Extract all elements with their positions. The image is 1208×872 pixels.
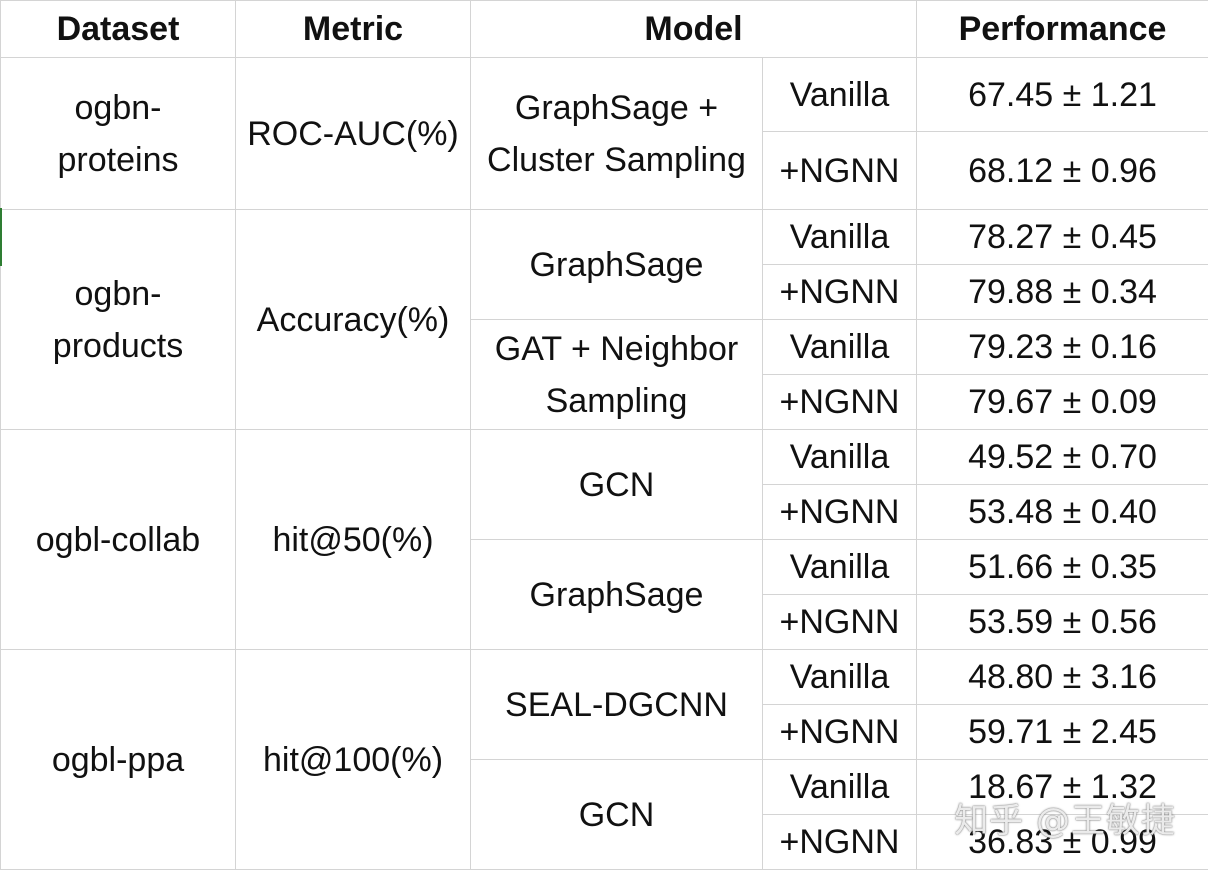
metric-cell: hit@100(%) xyxy=(235,649,471,870)
header-performance: Performance xyxy=(916,0,1208,58)
perf-vanilla: 51.66 ± 0.35 xyxy=(916,539,1208,595)
header-metric: Metric xyxy=(235,0,471,58)
table-row: +NGNN 68.12 ± 0.96 xyxy=(1,131,1208,210)
perf-vanilla: 78.27 ± 0.45 xyxy=(916,209,1208,265)
watermark: 知乎 @王敏捷 xyxy=(954,801,1176,841)
metric-cell: ROC-AUC(%) xyxy=(235,57,471,210)
variant-vanilla: Vanilla xyxy=(762,649,917,705)
table-row: ogbl-collab hit@50(%) GCN Vanilla 49.52 … xyxy=(0,429,1208,650)
dataset-cell: ogbn-proteins xyxy=(0,57,236,210)
table-row: GCN Vanilla 18.67 ± 1.32 xyxy=(1,759,1208,870)
variant-vanilla: Vanilla xyxy=(762,319,917,375)
table-row: GraphSage Vanilla 51.66 ± 0.35 xyxy=(1,539,1208,650)
variant-ngnn: +NGNN xyxy=(762,484,917,540)
table-row: +NGNN 53.59 ± 0.56 xyxy=(1,594,1208,650)
table-row: GAT + Neighbor Sampling Vanilla 79.23 ± … xyxy=(1,319,1208,430)
table-row: +NGNN 79.67 ± 0.09 xyxy=(1,374,1208,430)
cell-cursor-marker xyxy=(0,208,2,266)
model-cell: GraphSage xyxy=(470,539,763,650)
model-cell: SEAL-DGCNN xyxy=(470,649,763,760)
perf-ngnn: 79.88 ± 0.34 xyxy=(916,264,1208,320)
perf-vanilla: 48.80 ± 3.16 xyxy=(916,649,1208,705)
perf-ngnn: 59.71 ± 2.45 xyxy=(916,704,1208,760)
metric-cell: hit@50(%) xyxy=(235,429,471,650)
perf-ngnn: 68.12 ± 0.96 xyxy=(916,131,1208,210)
variant-ngnn: +NGNN xyxy=(762,704,917,760)
variant-ngnn: +NGNN xyxy=(762,131,917,210)
metric-cell: Accuracy(%) xyxy=(235,209,471,430)
table-row: +NGNN 36.83 ± 0.99 xyxy=(1,814,1208,870)
variant-ngnn: +NGNN xyxy=(762,594,917,650)
dataset-cell: ogbl-ppa xyxy=(0,649,236,870)
header-row: Dataset Metric Model Performance xyxy=(0,0,1208,58)
model-cell: GAT + Neighbor Sampling xyxy=(470,319,763,430)
variant-ngnn: +NGNN xyxy=(762,264,917,320)
perf-vanilla: 49.52 ± 0.70 xyxy=(916,429,1208,485)
dataset-cell: ogbn-products xyxy=(0,209,236,430)
table-row: ogbn-products Accuracy(%) GraphSage Vani… xyxy=(0,209,1208,430)
variant-vanilla: Vanilla xyxy=(762,209,917,265)
perf-ngnn: 36.83 ± 0.99 xyxy=(916,814,1208,870)
perf-vanilla: 18.67 ± 1.32 xyxy=(916,759,1208,815)
dataset-cell: ogbl-collab xyxy=(0,429,236,650)
variant-vanilla: Vanilla xyxy=(762,759,917,815)
variant-ngnn: +NGNN xyxy=(762,814,917,870)
perf-ngnn: 53.59 ± 0.56 xyxy=(916,594,1208,650)
table-row: ogbl-ppa hit@100(%) SEAL-DGCNN Vanilla 4… xyxy=(0,649,1208,870)
header-dataset: Dataset xyxy=(0,0,236,58)
table-row: +NGNN 59.71 ± 2.45 xyxy=(1,704,1208,760)
table-row: ogbn-proteins ROC-AUC(%) GraphSage + Clu… xyxy=(0,57,1208,210)
header-model: Model xyxy=(470,0,917,58)
perf-ngnn: 79.67 ± 0.09 xyxy=(916,374,1208,430)
table-row: +NGNN 53.48 ± 0.40 xyxy=(1,484,1208,540)
variant-vanilla: Vanilla xyxy=(762,429,917,485)
variant-ngnn: +NGNN xyxy=(762,374,917,430)
variant-vanilla: Vanilla xyxy=(762,57,917,132)
perf-vanilla: 79.23 ± 0.16 xyxy=(916,319,1208,375)
perf-vanilla: 67.45 ± 1.21 xyxy=(916,57,1208,132)
perf-ngnn: 53.48 ± 0.40 xyxy=(916,484,1208,540)
model-cell: GraphSage + Cluster Sampling xyxy=(470,57,763,210)
model-cell: GCN xyxy=(470,429,763,540)
model-cell: GraphSage xyxy=(470,209,763,320)
model-cell: GCN xyxy=(470,759,763,870)
variant-vanilla: Vanilla xyxy=(762,539,917,595)
